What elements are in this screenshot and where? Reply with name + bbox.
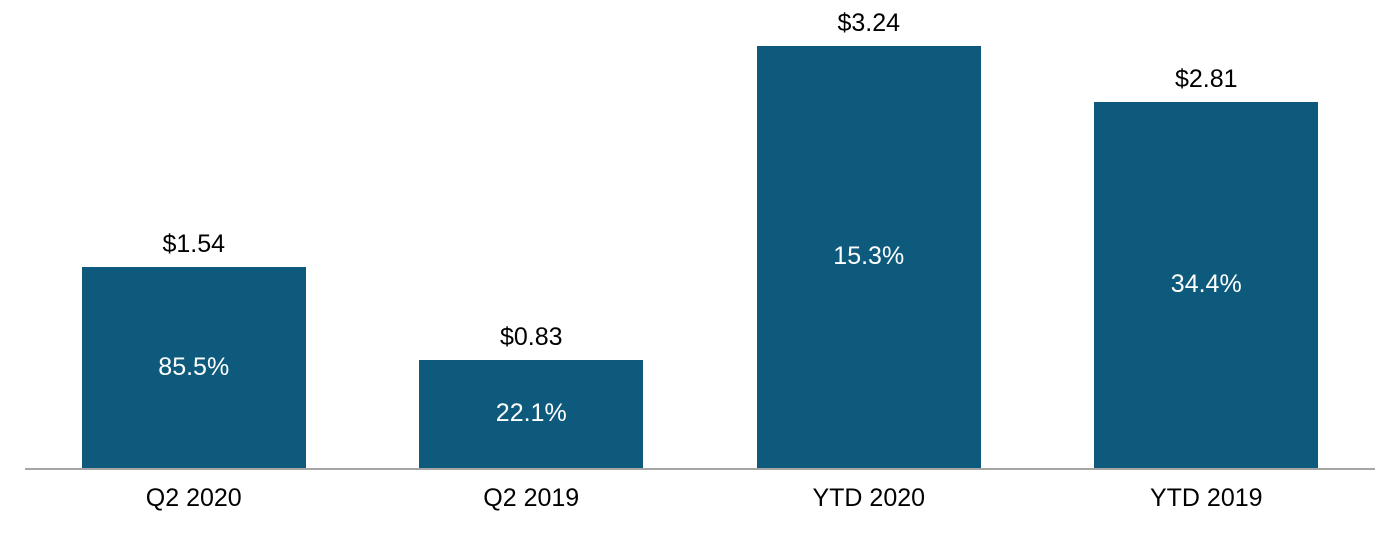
x-axis-labels: Q2 2020 Q2 2019 YTD 2020 YTD 2019 bbox=[25, 470, 1375, 513]
category-label: YTD 2020 bbox=[812, 484, 926, 512]
pct-label: 34.4% bbox=[1170, 270, 1242, 299]
category-label: Q2 2020 bbox=[145, 484, 242, 512]
bar-group-q2-2020: $1.54 85.5% bbox=[25, 229, 363, 468]
bar-group-ytd-2019: $2.81 34.4% bbox=[1038, 64, 1376, 468]
bar: 22.1% bbox=[419, 360, 644, 468]
pct-label: 85.5% bbox=[158, 352, 230, 381]
bar-group-ytd-2020: $3.24 15.3% bbox=[700, 8, 1038, 468]
value-label: $2.81 bbox=[1174, 64, 1238, 93]
bar: 85.5% bbox=[81, 267, 306, 468]
bar: 34.4% bbox=[1094, 102, 1319, 468]
bar: 15.3% bbox=[756, 46, 981, 468]
category-label: Q2 2019 bbox=[483, 484, 580, 512]
value-label: $0.83 bbox=[499, 322, 563, 351]
bar-group-q2-2019: $0.83 22.1% bbox=[363, 322, 701, 468]
value-label: $3.24 bbox=[837, 8, 901, 37]
plot-area: $1.54 85.5% $0.83 22.1% $3.24 15.3% $2.8… bbox=[25, 0, 1375, 470]
bar-chart: $1.54 85.5% $0.83 22.1% $3.24 15.3% $2.8… bbox=[25, 0, 1375, 538]
pct-label: 15.3% bbox=[833, 242, 905, 271]
category-label: YTD 2019 bbox=[1149, 484, 1263, 512]
value-label: $1.54 bbox=[162, 229, 226, 258]
pct-label: 22.1% bbox=[495, 399, 567, 428]
